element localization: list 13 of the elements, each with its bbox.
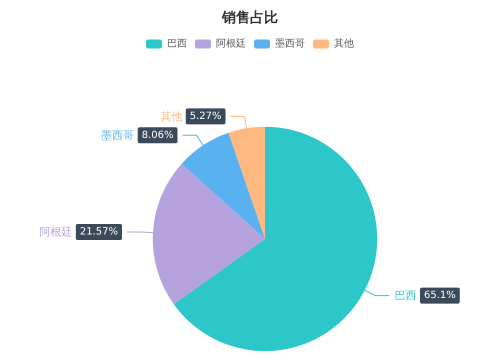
legend-label: 阿根廷 [216,38,246,50]
slice-label: 其他 [160,110,186,123]
legend-label: 其他 [334,38,354,50]
data-label: 65.1% [424,290,456,302]
legend-label: 墨西哥 [275,38,305,50]
chart-title: 销售占比 [221,10,278,26]
slice-label: 墨西哥 [101,128,138,142]
legend-label: 巴西 [167,38,187,50]
data-label: 21.57% [80,226,118,238]
data-label: 5.27% [190,110,222,122]
data-label: 8.06% [142,130,174,141]
slice-label: 阿根廷 [39,226,76,239]
slice-label: 巴西 [394,289,420,302]
